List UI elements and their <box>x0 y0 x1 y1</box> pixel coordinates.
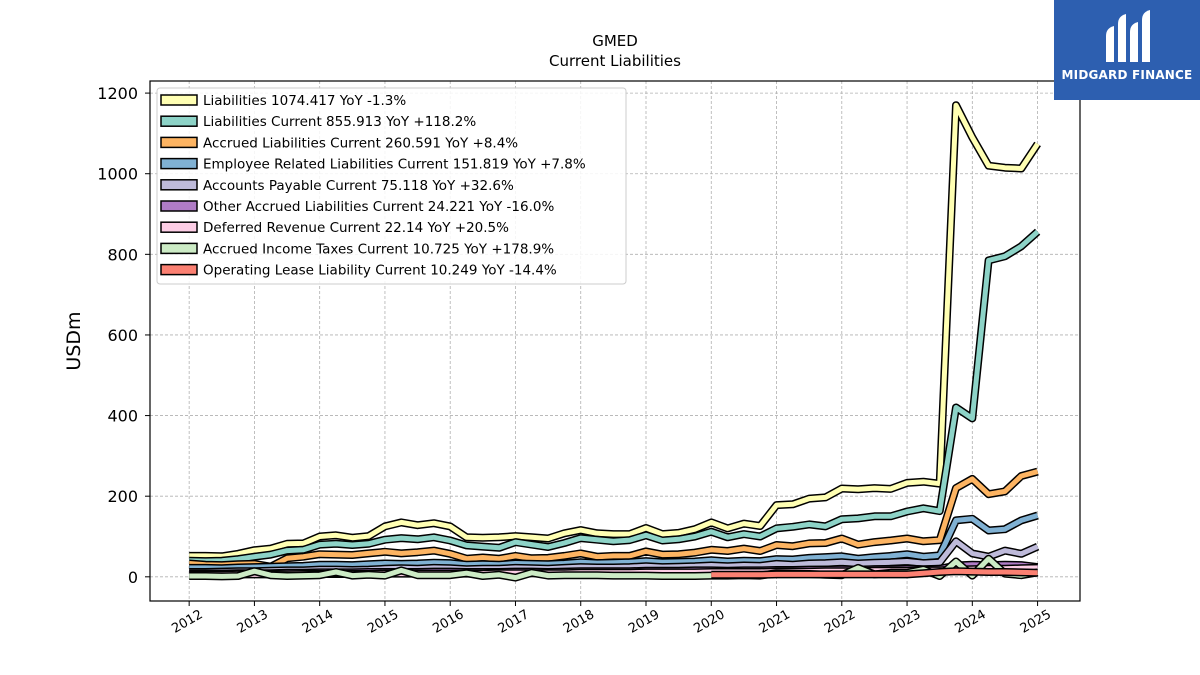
series-line <box>189 102 1040 559</box>
y-axis-label: USDm <box>63 311 85 370</box>
y-tick-label: 600 <box>107 326 138 345</box>
x-tick-label: 2020 <box>691 607 727 637</box>
logo-mark-icon <box>1106 10 1150 62</box>
x-tick-label: 2017 <box>496 607 532 637</box>
legend-label: Employee Related Liabilities Current 151… <box>203 157 586 173</box>
y-tick-label: 800 <box>107 245 138 264</box>
x-tick-label: 2023 <box>887 607 923 637</box>
legend-label: Accounts Payable Current 75.118 YoY +32.… <box>203 178 514 194</box>
legend-label: Accrued Liabilities Current 260.591 YoY … <box>203 135 518 151</box>
x-tick-label: 2012 <box>169 607 205 637</box>
y-tick-label: 200 <box>107 487 138 506</box>
series-line <box>189 469 1039 570</box>
x-tick-label: 2024 <box>952 607 988 637</box>
x-tick-label: 2015 <box>365 607 401 637</box>
x-tick-label: 2018 <box>561 607 597 637</box>
legend-swatch <box>160 221 198 233</box>
legend-label: Operating Lease Liability Current 10.249… <box>203 263 557 279</box>
x-tick-label: 2014 <box>300 607 336 637</box>
y-tick-label: 1200 <box>97 84 138 103</box>
legend-swatch <box>160 242 198 255</box>
y-tick-label: 400 <box>107 407 138 426</box>
chart-subtitle: Current Liabilities <box>549 52 681 70</box>
series-line <box>189 513 1039 571</box>
legend-swatch <box>160 136 198 149</box>
y-tick-label: 0 <box>128 568 138 587</box>
legend-label: Liabilities Current 855.913 YoY +118.2% <box>203 114 476 130</box>
x-tick-label: 2019 <box>626 607 662 637</box>
legend-swatch <box>160 94 198 106</box>
legend-label: Deferred Revenue Current 22.14 YoY +20.5… <box>203 220 509 236</box>
chart-title: GMED <box>592 32 638 50</box>
legend-label: Liabilities 1074.417 YoY -1.3% <box>203 93 406 109</box>
legend-label: Other Accrued Liabilities Current 24.221… <box>203 199 554 215</box>
x-tick-label: 2022 <box>822 607 858 637</box>
logo-text: MIDGARD FINANCE <box>1061 68 1193 82</box>
y-tick-label: 1000 <box>97 165 138 184</box>
series-line <box>189 229 1040 564</box>
x-tick-label: 2025 <box>1018 607 1054 637</box>
legend-swatch <box>160 200 198 212</box>
series-line <box>711 568 1038 578</box>
legend-box <box>156 87 627 285</box>
x-tick-label: 2013 <box>235 607 271 637</box>
x-tick-label: 2016 <box>430 607 466 637</box>
legend-swatch <box>160 157 198 170</box>
brand-logo: MIDGARD FINANCE <box>1054 0 1200 100</box>
plot-frame <box>149 80 1081 602</box>
legend-swatch <box>160 263 198 276</box>
legend-label: Accrued Income Taxes Current 10.725 YoY … <box>203 241 554 257</box>
legend-swatch <box>160 115 198 127</box>
legend-swatch <box>160 179 198 191</box>
x-tick-label: 2021 <box>757 607 793 637</box>
